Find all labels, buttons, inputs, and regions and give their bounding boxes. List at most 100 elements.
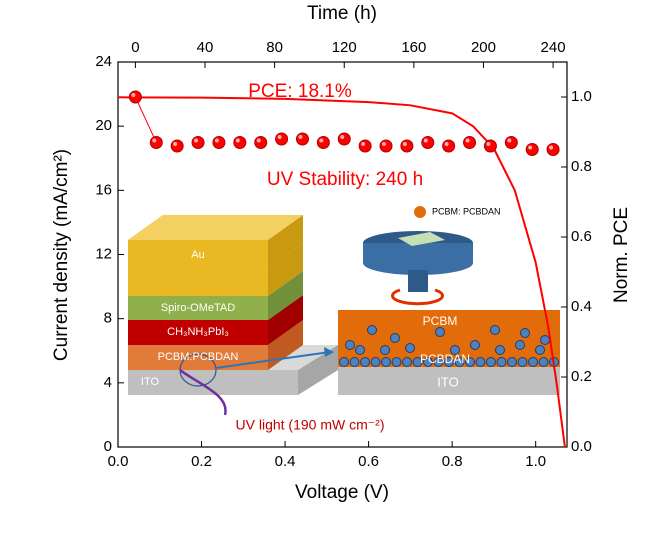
highlight [298,135,303,139]
data-point [128,90,142,104]
tick-label: 0.4 [275,453,296,470]
tick-label: 24 [95,53,112,70]
tick-label: 0.2 [191,453,212,470]
layer-label: CH₃NH₃PbI₃ [167,326,229,338]
au-front2 [128,240,268,268]
au-top2 [128,215,303,240]
molecule [433,357,444,367]
highlight [340,135,345,139]
molecule [423,357,433,367]
tick-label: 16 [95,181,112,198]
tick-label: 0.6 [358,453,379,470]
au-front [128,268,268,296]
tick-label: 0 [131,39,139,56]
inset-illustration: PCBM: PCBDAN Au Spiro-OMeTAD CH₃NH₃PbI₃ … [128,206,560,416]
molecule [390,333,400,343]
highlight [486,142,491,146]
molecule [540,335,550,345]
molecule [454,357,465,367]
tick-label: 12 [95,245,112,262]
molecule [486,357,496,367]
molecules [339,325,559,367]
perovskite-layer [128,320,268,345]
molecule [367,325,377,335]
perovskite-side [268,295,303,345]
layer-label: Au [191,249,204,261]
drop-icon [414,206,426,218]
zoom-arrow [215,351,331,369]
data-point [149,136,163,149]
data-point [463,136,477,149]
molecule [345,340,355,350]
highlight [194,138,199,143]
data-point [400,139,414,153]
inset-legend: PCBM: PCBDAN [432,206,501,216]
spindle [408,270,428,292]
spiro-layer [128,296,268,320]
tick-label: 120 [332,39,357,56]
y-axis-label: Current density (mA/cm²) [51,149,72,361]
tick-label: 8 [104,310,112,327]
molecule [380,345,390,355]
layer-label: PCBDAN [420,352,470,366]
data-point [212,136,226,149]
molecule [470,340,480,350]
highlight [214,138,219,143]
molecule [412,357,423,367]
data-point [316,136,330,149]
data-point [170,139,184,153]
molecule [490,325,500,335]
connector [134,96,157,143]
ito-side [298,345,338,395]
layer-label: PCBM:PCBDAN [158,351,239,363]
molecule [450,345,460,355]
highlight [277,135,282,139]
annotation: PCE: 18.1% [248,81,352,102]
tick-label: 200 [471,39,496,56]
data-point [379,139,393,153]
highlight [423,138,428,143]
data-point [504,136,518,149]
data-point [254,136,268,149]
data-point [546,143,560,156]
molecule [435,327,445,337]
rotation-arrow [391,288,444,306]
data-point [233,136,247,149]
au-side [268,243,303,296]
annotation: UV light (190 mW cm⁻²) [236,417,385,433]
layer-label: PCBM [423,314,458,328]
highlight [507,138,512,143]
x2-axis-label: Time (h) [307,3,377,24]
molecule [538,357,549,367]
tick-label: 0.2 [571,368,592,385]
molecule [507,357,517,367]
x-axis-label: Voltage (V) [295,482,389,503]
spiro-side [268,271,303,320]
highlight [528,145,533,150]
molecule [370,357,381,367]
molecule [391,357,402,367]
data-point [442,139,456,153]
substrate [398,232,445,246]
highlight [256,138,261,143]
molecule [402,357,412,367]
molecule [405,343,415,353]
highlight [382,142,387,146]
data-point [191,136,205,149]
molecule [475,357,486,367]
highlight [173,142,178,146]
molecule [349,357,360,367]
data-point [275,132,289,146]
molecule [528,357,538,367]
tick-label: 0.8 [571,158,592,175]
highlight [319,138,324,143]
molecule [520,328,530,338]
data-point [295,132,309,146]
molecule [444,357,454,367]
tick-label: 0.6 [571,228,592,245]
au-side2 [268,215,303,268]
highlight [465,138,470,143]
molecule [465,357,475,367]
tick-label: 4 [104,374,112,391]
tick-label: 20 [95,117,112,134]
